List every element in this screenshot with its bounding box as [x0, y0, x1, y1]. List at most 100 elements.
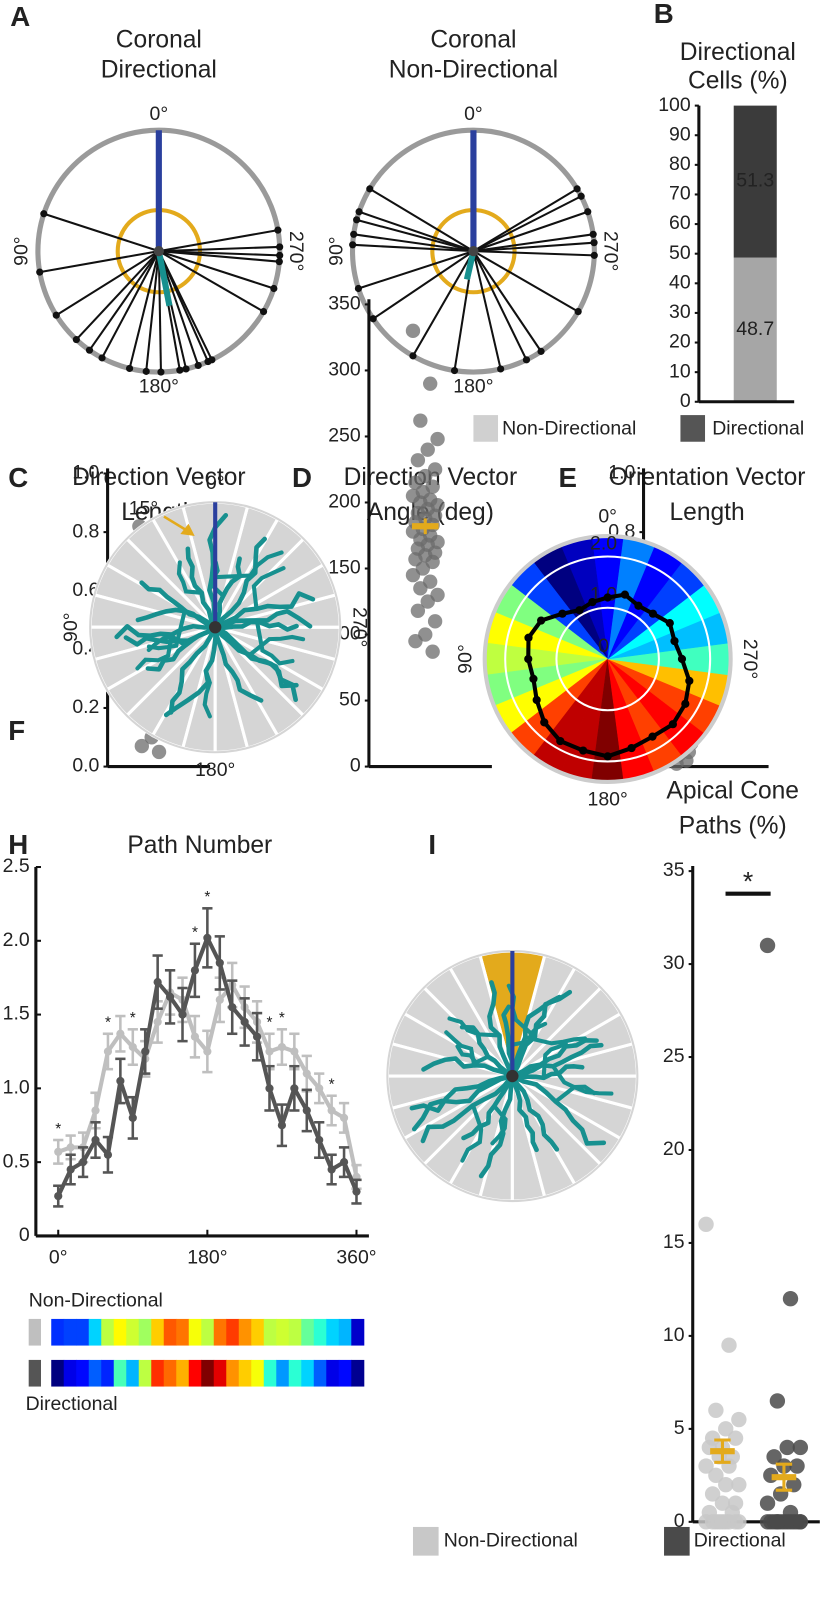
- dendrite: [251, 566, 286, 611]
- angle-label: 0°: [598, 506, 617, 528]
- point: [769, 1393, 786, 1409]
- cell-vector: [39, 250, 160, 274]
- legend-label: Non-Directional: [502, 418, 636, 440]
- cell-dot: [182, 365, 190, 373]
- r-tick-label: 2.0: [590, 532, 617, 554]
- cell-vector: [101, 250, 160, 359]
- cell-dot: [274, 226, 282, 234]
- cell-vector: [158, 229, 279, 253]
- point: [423, 376, 438, 391]
- heat-cell: [126, 1359, 140, 1387]
- heat-cell: [213, 1359, 227, 1387]
- point: [714, 1495, 731, 1511]
- point: [430, 431, 445, 447]
- series-point: [178, 1010, 187, 1019]
- dendrite: [212, 608, 313, 630]
- cell-vector: [473, 210, 589, 253]
- cell-vector: [473, 250, 595, 257]
- cell-vector: [358, 210, 474, 253]
- cell-vector: [157, 250, 213, 361]
- polar-point: [681, 699, 690, 708]
- heat-cell: [101, 1359, 115, 1387]
- legend-label: Non-Directional: [29, 1290, 163, 1312]
- cell-vector: [158, 250, 280, 257]
- dendrite: [212, 536, 267, 630]
- cell-vector: [88, 250, 160, 351]
- chart-title: Length: [669, 499, 744, 526]
- y-tick-label: 0.5: [3, 1150, 30, 1172]
- series-point: [215, 995, 224, 1004]
- dendrite: [510, 1073, 560, 1152]
- heat-cell: [338, 1359, 352, 1387]
- cell-vector: [145, 251, 160, 372]
- cell-vector: [473, 241, 595, 253]
- significance-mark: *: [743, 866, 753, 896]
- cell-dot: [589, 230, 597, 238]
- dendrite: [176, 560, 204, 595]
- significance-mark: *: [55, 1121, 61, 1138]
- dendrite: [459, 1024, 515, 1079]
- dendrite: [487, 980, 515, 1079]
- series-point: [339, 1158, 349, 1167]
- significance-mark: *: [130, 1010, 136, 1027]
- cell-dot: [354, 284, 363, 293]
- cell-vector: [158, 250, 275, 290]
- dendrite: [523, 1035, 587, 1046]
- point: [408, 633, 423, 649]
- cell-dot: [270, 284, 278, 293]
- y-tick-label: 1.5: [3, 1003, 30, 1025]
- cell-dot: [409, 352, 417, 360]
- angle-label: 180°: [588, 789, 628, 811]
- series-point: [203, 933, 212, 942]
- bar-segment: [733, 105, 777, 258]
- chart-title: Path Number: [127, 832, 272, 859]
- y-tick-label: 35: [663, 859, 685, 881]
- y-tick-label: 0: [674, 1510, 685, 1532]
- series-point: [54, 1147, 63, 1156]
- y-tick-label: 20: [663, 1138, 685, 1160]
- cell-dot: [366, 185, 374, 193]
- cell-vector: [55, 250, 160, 317]
- cell-dot: [52, 311, 60, 319]
- point: [782, 1291, 799, 1307]
- polar-point: [670, 636, 679, 646]
- legend-swatch: [664, 1526, 690, 1556]
- dendrite: [254, 618, 295, 666]
- cell-dot: [259, 308, 268, 316]
- heat-cell: [251, 1318, 265, 1346]
- series-point: [290, 1047, 299, 1056]
- significance-mark: *: [204, 889, 210, 906]
- polar-point: [537, 616, 546, 625]
- y-tick-label: 200: [328, 491, 361, 513]
- heat-cell: [226, 1318, 240, 1346]
- series-point: [240, 1017, 249, 1027]
- point: [792, 1439, 809, 1456]
- cell-vector: [472, 250, 579, 313]
- dendrite: [447, 1016, 502, 1038]
- y-tick-label: 0.8: [72, 520, 99, 542]
- point: [405, 567, 421, 583]
- polar-point: [677, 654, 687, 664]
- polar-point: [532, 695, 541, 705]
- series-point: [153, 1017, 162, 1027]
- heat-cell: [176, 1318, 190, 1346]
- series-point: [78, 1158, 88, 1167]
- panel-letter: I: [428, 829, 436, 860]
- cell-dot: [276, 251, 284, 259]
- significance-mark: *: [279, 1010, 285, 1027]
- cell-dot: [590, 251, 598, 259]
- cell-dot: [157, 368, 165, 376]
- cell-dot: [590, 239, 598, 247]
- point: [779, 1439, 795, 1456]
- y-tick-label: 10: [663, 1324, 685, 1346]
- y-tick-label: 70: [669, 183, 691, 205]
- cell-dot: [36, 268, 44, 276]
- cell-vector: [472, 250, 502, 370]
- point: [410, 453, 426, 468]
- angle-label: 180°: [195, 759, 235, 781]
- panel-letter: H: [8, 829, 28, 860]
- heat-cell: [88, 1318, 102, 1346]
- heat-cell: [113, 1359, 127, 1387]
- series-point: [190, 966, 200, 975]
- legend-swatch: [28, 1359, 41, 1387]
